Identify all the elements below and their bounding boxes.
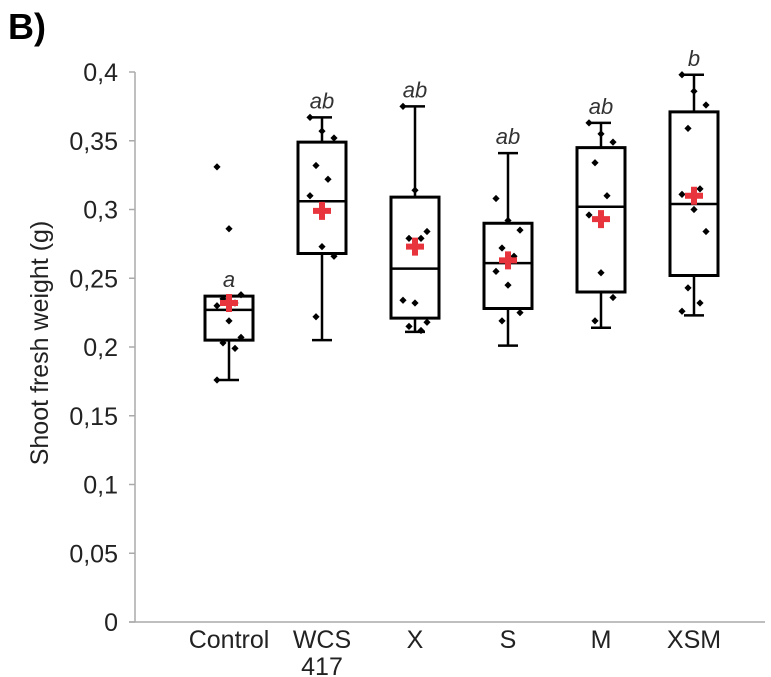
y-tick-label: 0,05 — [69, 540, 118, 568]
data-point — [411, 186, 419, 194]
data-point — [585, 211, 593, 219]
y-tick-label: 0,35 — [69, 128, 118, 156]
data-point — [696, 185, 704, 193]
data-point — [399, 296, 407, 304]
data-point — [516, 309, 524, 317]
significance-letter: ab — [496, 124, 520, 149]
axes: 0 0,05 0,1 0,15 0,2 0,25 0,3 0,35 0,4 — [69, 59, 765, 637]
data-point — [585, 119, 593, 127]
data-point — [306, 192, 314, 200]
data-point — [492, 267, 500, 275]
mean-marker — [598, 210, 604, 229]
data-point — [312, 161, 320, 170]
mean-marker — [319, 201, 325, 220]
data-point — [237, 291, 245, 299]
box-group: ab S — [482, 124, 534, 654]
box — [296, 140, 348, 255]
data-point — [399, 102, 407, 110]
data-point — [411, 299, 419, 307]
y-tick-label: 0,1 — [83, 472, 118, 500]
y-tick-label: 0,25 — [69, 265, 118, 293]
mean-marker — [505, 251, 511, 270]
data-point — [702, 227, 710, 236]
data-point — [597, 269, 605, 277]
mean-marker — [412, 237, 418, 256]
data-point — [492, 194, 500, 203]
y-axis-label: Shoot fresh weight (g) — [26, 221, 54, 466]
data-point — [516, 226, 524, 234]
data-point — [690, 205, 698, 214]
data-point — [591, 317, 599, 325]
x-tick-label: 417 — [301, 653, 343, 677]
data-point — [318, 243, 326, 251]
box — [575, 146, 627, 294]
x-tick-label: WCS — [293, 626, 351, 654]
data-point — [225, 225, 233, 233]
significance-letter: ab — [589, 94, 613, 119]
mean-marker — [226, 294, 232, 312]
mean-marker — [691, 186, 697, 205]
data-point — [405, 322, 413, 330]
data-point — [405, 234, 413, 242]
data-point — [504, 216, 512, 225]
data-point — [498, 244, 506, 252]
box-group: ab M — [575, 94, 627, 654]
panel-label: B) — [8, 6, 46, 47]
y-tick-label: 0,15 — [69, 403, 118, 431]
data-point — [702, 101, 710, 109]
data-point — [498, 317, 506, 325]
significance-letter: a — [223, 267, 235, 292]
data-point — [423, 227, 431, 236]
y-tick-label: 0,4 — [83, 59, 118, 87]
data-point — [684, 124, 692, 132]
data-point — [609, 293, 617, 302]
data-point — [330, 252, 338, 260]
data-point — [318, 127, 326, 135]
data-point — [603, 192, 611, 200]
data-point — [231, 344, 239, 352]
data-point — [237, 333, 245, 341]
significance-letter: ab — [310, 88, 334, 113]
data-point — [324, 175, 332, 183]
x-tick-label: XSM — [667, 626, 721, 654]
box-group: a Control — [189, 163, 270, 654]
data-point — [213, 376, 221, 384]
data-point — [330, 134, 338, 142]
y-tick-label: 0,2 — [83, 334, 118, 362]
data-point — [696, 299, 704, 307]
x-tick-label: M — [591, 626, 612, 654]
data-point — [690, 87, 698, 95]
data-point — [591, 159, 599, 167]
data-point — [219, 339, 227, 347]
significance-letter: b — [688, 46, 700, 71]
data-point — [306, 113, 314, 121]
data-point — [609, 138, 617, 146]
box — [668, 110, 720, 277]
data-point — [504, 281, 512, 289]
data-point — [213, 302, 221, 310]
data-point — [417, 234, 425, 242]
data-point — [423, 318, 431, 326]
box-group: b XSM — [667, 46, 721, 654]
y-tick-label: 0 — [104, 609, 118, 637]
data-point — [312, 313, 320, 321]
data-point — [597, 130, 605, 138]
data-point — [213, 163, 221, 171]
y-tick-label: 0,3 — [83, 197, 118, 225]
x-tick-label: X — [407, 626, 424, 654]
data-point — [678, 190, 686, 198]
data-point — [678, 71, 686, 79]
data-point — [678, 307, 686, 315]
x-tick-label: Control — [189, 626, 270, 654]
box — [389, 195, 441, 320]
data-point — [417, 326, 425, 335]
data-point — [684, 284, 692, 292]
data-point — [225, 317, 233, 325]
x-tick-label: S — [500, 626, 517, 654]
significance-letter: ab — [403, 77, 427, 102]
box-group: ab X — [389, 77, 441, 654]
